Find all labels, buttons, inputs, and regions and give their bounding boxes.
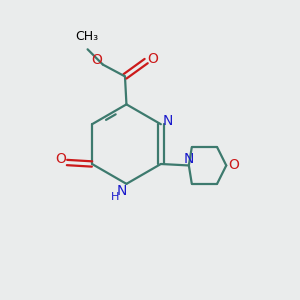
Text: N: N bbox=[162, 114, 172, 128]
Text: O: O bbox=[228, 158, 239, 172]
Text: O: O bbox=[91, 53, 102, 67]
Text: O: O bbox=[147, 52, 158, 66]
Text: CH₃: CH₃ bbox=[75, 30, 99, 43]
Text: N: N bbox=[184, 152, 194, 166]
Text: N: N bbox=[117, 184, 127, 198]
Text: O: O bbox=[55, 152, 66, 166]
Text: H: H bbox=[111, 192, 119, 202]
